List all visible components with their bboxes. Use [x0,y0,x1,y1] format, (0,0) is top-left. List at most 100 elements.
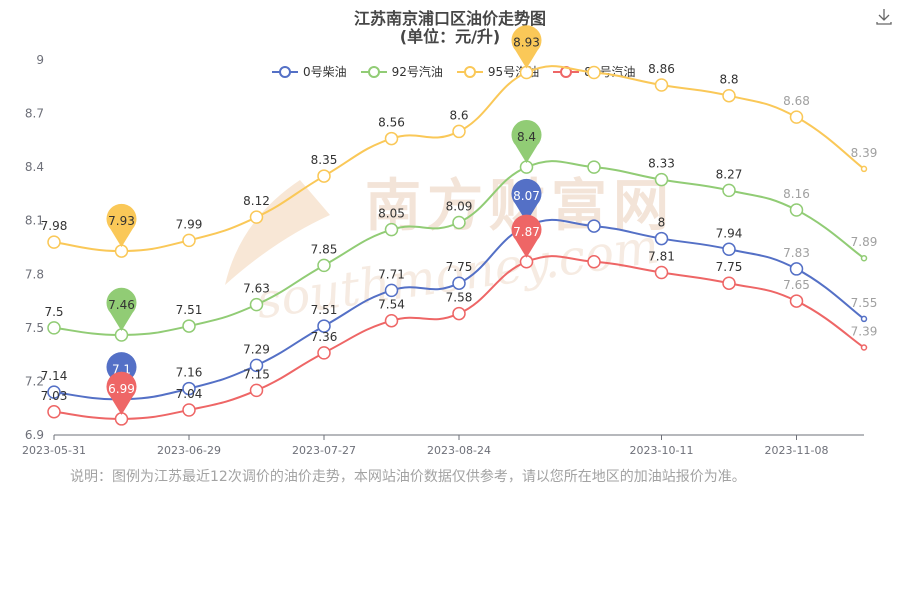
data-label: 8.12 [243,194,270,208]
data-label: 7.5 [44,305,63,319]
legend-item[interactable]: 92号汽油 [360,63,443,80]
data-point [722,276,736,290]
data-label: 7.63 [243,282,270,296]
y-tick-label: 8.4 [25,160,44,174]
marker-label: 8.93 [513,36,540,50]
data-label: 7.39 [851,325,878,339]
marker-pin [511,178,542,223]
data-point [182,319,196,333]
data-label: 7.98 [41,219,68,233]
data-label: 7.14 [41,369,68,383]
data-point [860,344,868,351]
x-tick-label: 2023-10-11 [630,444,694,457]
data-label: 8.33 [648,157,675,171]
data-point [47,235,61,249]
data-label: 7.83 [783,246,810,260]
data-label: 8.35 [311,153,338,167]
watermark-logo [225,180,330,285]
data-point [587,160,601,174]
data-point [789,110,804,124]
legend-label: 92号汽油 [391,65,443,79]
data-label: 8.16 [783,187,810,201]
data-point [789,203,804,217]
x-tick-label: 2023-07-27 [292,444,356,457]
data-label: 8.68 [783,94,810,108]
y-tick-label: 7.2 [25,374,44,388]
marker-label: 6.99 [108,382,135,396]
data-label: 8.05 [378,207,405,221]
data-label: 8 [658,216,666,230]
data-point [47,405,61,419]
chart-title: 江苏南京浦口区油价走势图 [353,9,546,28]
y-tick-label: 8.1 [25,214,44,228]
legend-item[interactable]: 0号柴油 [272,63,347,80]
data-label: 8.6 [449,108,468,122]
legend-label: 0号柴油 [303,65,347,79]
data-point [47,321,61,335]
data-label: 7.71 [378,267,405,281]
data-label: 7.99 [176,217,203,231]
marker-label: 7.46 [108,298,135,312]
legend-symbol [272,65,298,78]
data-point [249,383,264,398]
data-label: 8.09 [446,200,473,214]
data-label: 7.04 [176,387,203,401]
data-point [654,172,669,187]
data-label: 8.27 [716,167,743,181]
data-point [182,381,196,396]
y-tick-label: 7.5 [25,321,44,335]
marker-label: 8.4 [517,130,536,144]
data-label: 8.86 [648,62,675,76]
data-point [317,169,331,183]
data-point [384,283,399,298]
data-point [452,124,466,139]
data-point [384,131,399,146]
data-point [249,358,264,373]
data-label: 7.51 [311,303,338,317]
data-point [722,242,736,257]
data-point [317,258,331,273]
y-tick-label: 7.8 [25,267,44,281]
data-point [860,165,868,173]
data-label: 7.55 [851,296,878,310]
x-tick-label: 2023-06-29 [157,444,221,457]
legend-symbol [360,65,387,78]
data-point [587,65,601,80]
data-label: 7.94 [716,226,743,240]
data-label: 7.81 [648,250,675,264]
data-point [452,215,466,230]
data-point [654,265,669,280]
marker-label: 7.87 [513,225,540,239]
data-point [317,346,331,360]
data-point [654,231,669,246]
data-point [182,403,196,417]
data-point [722,88,736,103]
marker-pin [106,287,137,331]
chart-subtitle: (单位：元/升) [399,27,501,46]
data-label: 7.75 [716,260,743,274]
data-label: 7.03 [41,389,68,403]
marker-pin [511,25,542,69]
data-label: 8.8 [719,73,738,87]
data-point [182,233,196,248]
data-point [654,78,669,92]
data-label: 7.51 [176,303,203,317]
marker-pin [106,371,137,415]
data-label: 8.56 [378,116,405,130]
data-point [317,319,331,333]
marker-label: 7.93 [108,214,135,228]
data-point [384,222,399,237]
data-label: 7.15 [243,367,270,381]
y-tick-label: 8.7 [25,107,44,121]
data-point [452,276,466,290]
data-label: 7.65 [783,278,810,292]
y-tick-label: 6.9 [25,428,44,442]
data-label: 7.29 [243,342,270,356]
data-point [722,183,736,198]
legend-symbol [456,65,483,78]
data-point [587,255,601,269]
data-label: 7.85 [311,242,338,256]
footnote: 说明：图例为江苏最近12次调价的油价走势，本网站油价数据仅供参考，请以您所在地区… [70,469,746,485]
download-icon[interactable] [874,6,894,26]
